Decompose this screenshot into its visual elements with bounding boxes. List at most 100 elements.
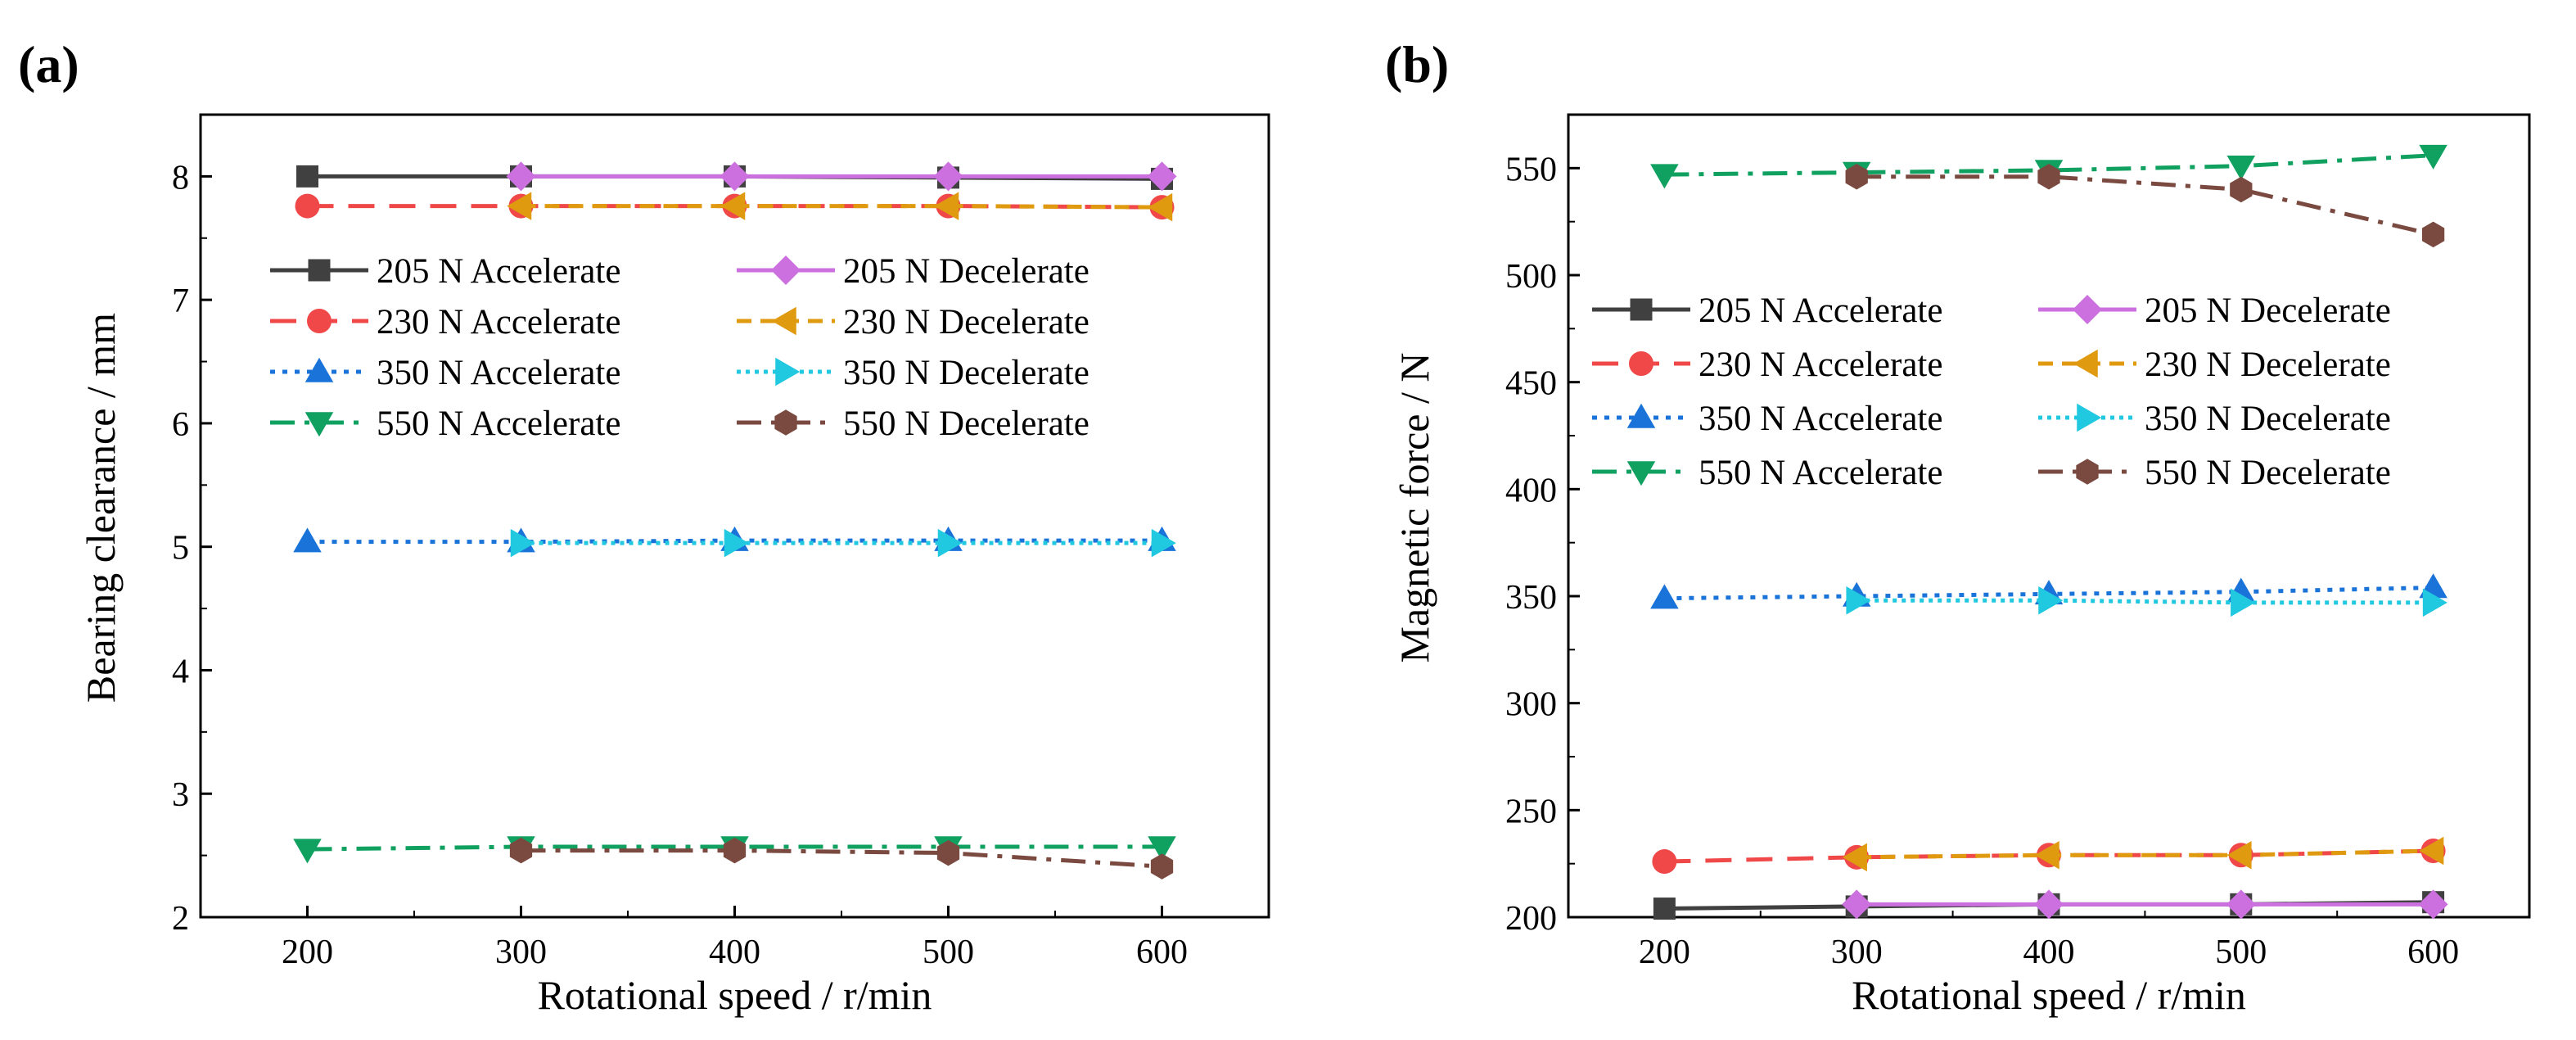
legend-a: 205 N Accelerate 205 N Decelerate 230 N Ac… — [270, 252, 1089, 443]
data-point-230-n-decelerate-b — [2226, 840, 2252, 870]
x-tick-label-b: 200 — [1639, 934, 1690, 971]
legend-entry-205-n-accelerate-a: 205 N Accelerate — [270, 252, 620, 291]
y-tick-label-a: 7 — [172, 283, 189, 320]
y-tick-label-b: 550 — [1505, 151, 1557, 188]
data-point-230-n-decelerate-b — [2419, 836, 2444, 866]
data-point-205-n-decelerate-a — [933, 161, 963, 192]
data-point-550-n-accelerate-a — [293, 839, 322, 864]
legend-marker-a — [774, 409, 797, 436]
panel-label-a: (a) — [18, 35, 79, 93]
data-point-550-n-decelerate-a — [723, 837, 747, 864]
x-axis-title-a: Rotational speed / r/min — [538, 972, 932, 1018]
legend-label-b: 350 N Accelerate — [1699, 400, 1942, 438]
y-tick-label-a: 4 — [172, 653, 189, 690]
y-tick-label-b: 500 — [1505, 258, 1557, 296]
series-230-n-decelerate-b — [1842, 836, 2444, 872]
series-205-n-decelerate-a — [506, 161, 1177, 192]
series-230-n-decelerate-a — [507, 192, 1173, 222]
legend-marker-a — [307, 309, 332, 333]
data-point-550-n-decelerate-a — [509, 837, 533, 864]
legend-label-b: 350 N Decelerate — [2145, 400, 2391, 438]
legend-entry-350-n-accelerate-a: 350 N Accelerate — [270, 354, 620, 392]
series-line-550-n-decelerate-a — [521, 848, 1162, 869]
series-350-n-decelerate-a — [510, 528, 1176, 558]
data-point-230-n-decelerate-b — [2034, 840, 2059, 870]
y-tick-label-b: 400 — [1505, 472, 1557, 509]
legend-label-b: 550 N Decelerate — [2145, 454, 2391, 492]
data-point-205-n-decelerate-a — [1147, 161, 1177, 192]
data-point-350-n-accelerate-a — [293, 527, 322, 553]
y-tick-label-a: 2 — [172, 900, 189, 938]
legend-label-b: 230 N Decelerate — [2145, 346, 2391, 384]
data-point-205-n-decelerate-b — [2418, 889, 2448, 920]
x-tick-label-a: 500 — [923, 934, 974, 971]
data-point-350-n-decelerate-b — [2038, 586, 2064, 615]
y-tick-label-b: 350 — [1505, 579, 1557, 617]
legend-label-a: 350 N Decelerate — [843, 354, 1089, 392]
legend-entry-550-n-decelerate-b: 550 N Decelerate — [2038, 454, 2391, 492]
data-point-550-n-accelerate-a — [1148, 836, 1176, 861]
data-point-350-n-decelerate-b — [1846, 586, 1871, 615]
legend-marker-a — [305, 357, 334, 382]
legend-entry-205-n-decelerate-b: 205 N Decelerate — [2038, 292, 2391, 330]
data-point-550-n-decelerate-a — [936, 839, 960, 866]
data-point-350-n-decelerate-b — [2231, 588, 2256, 617]
plot-frame-b — [1567, 113, 2531, 919]
legend-label-a: 550 N Accelerate — [377, 405, 620, 443]
legend-entry-230-n-decelerate-a: 230 N Decelerate — [737, 303, 1089, 341]
series-line-350-n-accelerate-a — [307, 538, 1162, 545]
data-point-230-n-decelerate-b — [1842, 843, 1867, 872]
data-point-230-n-decelerate-a — [1148, 192, 1173, 222]
legend-marker-b — [1629, 351, 1653, 376]
legend-entry-230-n-decelerate-b: 230 N Decelerate — [2038, 346, 2391, 384]
legend-label-a: 205 N Accelerate — [377, 252, 620, 291]
legend-label-a: 350 N Accelerate — [377, 354, 620, 392]
data-point-550-n-decelerate-b — [2421, 221, 2445, 248]
legend-entry-550-n-decelerate-a: 550 N Decelerate — [737, 405, 1089, 443]
x-tick-label-a: 300 — [495, 934, 547, 971]
legend-marker-b — [2073, 295, 2102, 324]
legend-entry-350-n-accelerate-b: 350 N Accelerate — [1592, 400, 1942, 438]
legend-marker-a — [771, 255, 801, 285]
series-line-350-n-decelerate-b — [1856, 598, 2434, 605]
series-550-n-decelerate-b — [1845, 164, 2445, 248]
series-350-n-decelerate-b — [1846, 586, 2447, 617]
legend-marker-b — [1626, 403, 1656, 428]
data-point-230-n-decelerate-a — [720, 192, 746, 220]
legend-marker-b — [2077, 403, 2102, 432]
x-tick-label-a: 600 — [1136, 934, 1188, 971]
x-tick-label-a: 400 — [709, 934, 760, 971]
y-tick-label-a: 8 — [172, 159, 189, 197]
legend-label-b: 205 N Decelerate — [2145, 292, 2391, 330]
x-tick-label-b: 300 — [1831, 934, 1883, 971]
legend-label-a: 205 N Decelerate — [843, 252, 1089, 291]
x-axis-title-b: Rotational speed / r/min — [1852, 972, 2246, 1018]
series-line-550-n-accelerate-b — [1664, 153, 2434, 177]
y-axis-title-a: Bearing clearance / mm — [78, 313, 124, 703]
y-tick-label-b: 250 — [1505, 793, 1557, 830]
y-tick-label-a: 5 — [172, 530, 189, 567]
legend-label-a: 230 N Decelerate — [843, 303, 1089, 341]
data-point-205-n-accelerate-a — [296, 165, 318, 188]
legend-entry-350-n-decelerate-b: 350 N Decelerate — [2038, 400, 2391, 438]
data-point-205-n-decelerate-a — [506, 161, 536, 192]
data-point-230-n-accelerate-b — [1652, 849, 1677, 875]
legend-entry-550-n-accelerate-b: 550 N Accelerate — [1592, 454, 1942, 492]
data-point-550-n-decelerate-a — [1150, 853, 1174, 879]
legend-label-a: 550 N Decelerate — [843, 405, 1089, 443]
y-tick-label-b: 300 — [1505, 686, 1557, 724]
series-line-230-n-decelerate-a — [521, 204, 1162, 210]
series-550-n-decelerate-a — [509, 837, 1174, 879]
series-205-n-decelerate-b — [1842, 889, 2448, 920]
legend-entry-350-n-decelerate-a: 350 N Decelerate — [737, 354, 1089, 392]
y-tick-label-b: 200 — [1505, 900, 1557, 938]
chart-panel-b: (b) 200 300 400 500 600 200 250 300 350 400 450 500… — [1385, 35, 2531, 1018]
data-point-550-n-accelerate-b — [2419, 144, 2447, 170]
legend-b: 205 N Accelerate 205 N Decelerate 230 N Ac… — [1592, 292, 2391, 492]
data-point-350-n-decelerate-a — [937, 528, 963, 558]
data-point-205-n-decelerate-a — [720, 161, 750, 192]
x-tick-label-b: 600 — [2407, 934, 2459, 971]
data-point-550-n-decelerate-b — [2230, 176, 2253, 203]
legend-label-b: 550 N Accelerate — [1699, 454, 1942, 492]
x-tick-label-a: 200 — [282, 934, 333, 971]
